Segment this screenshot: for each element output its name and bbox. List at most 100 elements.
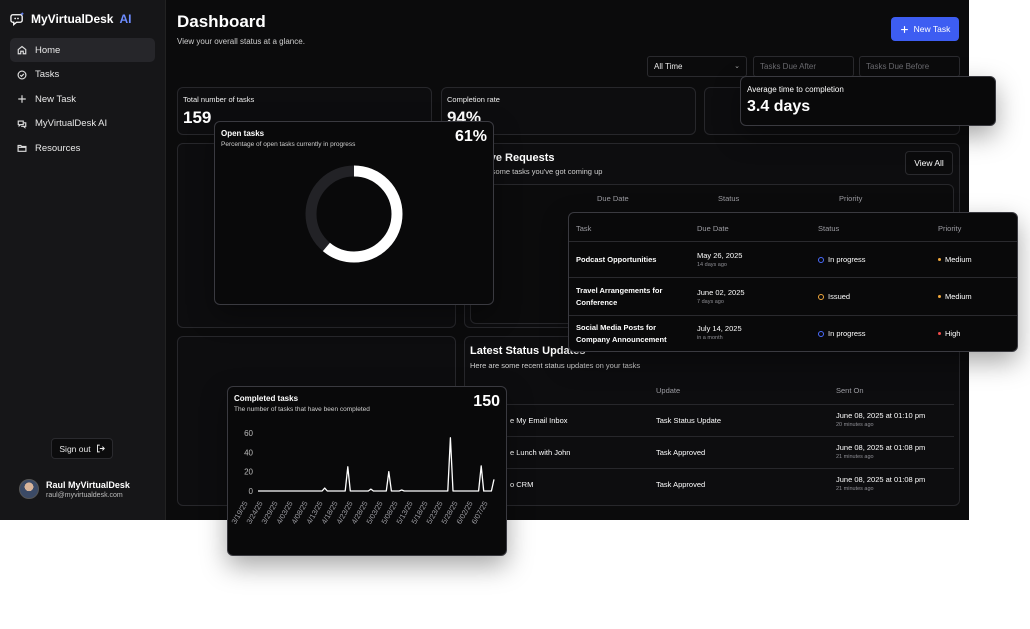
update-sent-date: June 08, 2025 at 01:08 pm	[836, 475, 926, 484]
sidebar-item-label: New Task	[35, 93, 77, 105]
sidebar-item-label: Home	[35, 44, 61, 56]
update-task: e My Email Inbox	[510, 416, 568, 425]
view-all-button[interactable]: View All	[905, 151, 953, 175]
request-due-date: July 14, 2025	[697, 324, 742, 333]
active-requests-table: Task Due Date Status Priority Podcast Op…	[568, 212, 1018, 352]
brand-logo-icon	[10, 11, 25, 26]
priority-label: High	[945, 329, 961, 338]
sidebar-item-ai[interactable]: MyVirtualDesk AI	[10, 112, 155, 136]
active-requests-title: tive Requests	[483, 152, 555, 164]
priority-dot-icon	[938, 294, 941, 298]
user-profile[interactable]: Raul MyVirtualDesk raul@myvirtualdesk.co…	[19, 479, 130, 499]
status-in-progress-icon	[818, 330, 824, 337]
y-tick-label: 40	[244, 448, 253, 457]
request-due-relative: in a month	[697, 335, 723, 341]
col-priority: Priority	[938, 224, 962, 233]
table-row[interactable]: Social Media Posts for Company Announcem…	[569, 315, 1017, 352]
request-due-relative: 14 days ago	[697, 262, 727, 268]
table-row[interactable]: Travel Arrangements for Conference June …	[569, 277, 1017, 315]
table-row[interactable]: o CRM Task Approved June 08, 2025 at 01:…	[470, 468, 954, 500]
request-due: June 02, 2025 7 days ago	[697, 288, 745, 305]
status-in-progress-icon	[818, 256, 824, 263]
brand-suffix: AI	[119, 11, 132, 26]
date-range-select[interactable]: All Time ⌄	[647, 56, 747, 77]
col-task: Task	[576, 224, 592, 233]
request-due: May 26, 2025 14 days ago	[697, 251, 742, 268]
brand-name: MyVirtualDesk	[31, 11, 114, 26]
request-task: Podcast Opportunities	[576, 255, 657, 264]
request-due-date: May 26, 2025	[697, 251, 743, 260]
logout-icon	[96, 444, 105, 453]
avg-time-card: Average time to completion 3.4 days	[740, 76, 996, 126]
signout-label: Sign out	[59, 443, 91, 454]
completed-series-line	[258, 437, 495, 492]
sidebar-item-resources[interactable]: Resources	[10, 136, 155, 160]
sidebar-item-new-task[interactable]: New Task	[10, 87, 155, 111]
avatar	[19, 479, 39, 499]
user-name: Raul MyVirtualDesk	[46, 479, 130, 490]
total-tasks-value: 159	[183, 108, 212, 127]
new-task-button[interactable]: New Task	[891, 17, 959, 41]
table-row[interactable]: e Lunch with John Task Approved June 08,…	[470, 436, 954, 468]
sidebar-item-label: Resources	[35, 142, 81, 154]
plus-icon	[18, 95, 26, 103]
chat-icon	[17, 120, 27, 129]
col-sent-on: Sent On	[836, 386, 864, 395]
sidebar-item-home[interactable]: Home	[10, 38, 155, 62]
col-status: Status	[718, 194, 740, 203]
status-label: In progress	[828, 329, 866, 338]
priority-dot-icon	[938, 257, 941, 261]
completed-tasks-subtitle: The number of tasks that have been compl…	[234, 406, 370, 413]
completion-rate-label: Completion rate	[447, 95, 500, 104]
avg-time-value: 3.4 days	[747, 98, 811, 115]
update-sent-relative: 21 minutes ago	[836, 454, 874, 460]
col-priority: Priority	[839, 194, 863, 203]
due-before-input[interactable]: Tasks Due Before	[859, 56, 960, 77]
due-before-placeholder: Tasks Due Before	[866, 62, 930, 71]
view-all-label: View All	[914, 158, 944, 168]
main-content: Dashboard View your overall status at a …	[166, 0, 969, 520]
folder-icon	[17, 144, 27, 152]
priority-label: Medium	[945, 292, 972, 301]
new-task-label: New Task	[913, 24, 951, 34]
home-icon	[17, 45, 27, 55]
signout-button[interactable]: Sign out	[51, 438, 113, 459]
status-badge: In progress	[818, 329, 866, 338]
completed-tasks-title: Completed tasks	[234, 394, 299, 403]
priority-badge: Medium	[938, 292, 972, 301]
check-circle-icon	[17, 70, 27, 79]
completed-tasks-chart: 02040603/19/253/24/253/29/254/03/254/08/…	[229, 429, 495, 526]
open-tasks-percent: 61%	[454, 128, 487, 145]
request-task: Travel Arrangements for Conference	[576, 286, 663, 307]
donut-progress-arc	[305, 165, 403, 263]
col-due-date: Due Date	[697, 224, 729, 233]
brand[interactable]: MyVirtualDesk AI	[10, 11, 131, 26]
update-sent: June 08, 2025 at 01:08 pm 21 minutes ago	[836, 475, 925, 492]
priority-label: Medium	[945, 255, 972, 264]
request-task: Social Media Posts for Company Announcem…	[576, 323, 667, 344]
chevron-down-icon: ⌄	[734, 63, 740, 70]
col-due-date: Due Date	[597, 194, 629, 203]
update-sent-date: June 08, 2025 at 01:08 pm	[836, 443, 926, 452]
status-updates-subtitle: Here are some recent status updates on y…	[470, 361, 641, 370]
col-update: Update	[656, 386, 681, 395]
status-issued-icon	[818, 293, 824, 300]
open-tasks-donut	[305, 165, 403, 263]
sidebar-item-tasks[interactable]: Tasks	[10, 63, 155, 87]
y-tick-label: 60	[244, 429, 253, 438]
update-type: Task Approved	[656, 448, 706, 457]
request-due: July 14, 2025 in a month	[697, 324, 742, 341]
status-label: Issued	[828, 292, 851, 301]
completed-tasks-card: Completed tasks The number of tasks that…	[227, 386, 507, 556]
active-requests-subtitle: re some tasks you've got coming up	[483, 167, 603, 176]
request-due-relative: 7 days ago	[697, 299, 724, 305]
update-sent: June 08, 2025 at 01:08 pm 21 minutes ago	[836, 443, 925, 460]
due-after-input[interactable]: Tasks Due After	[753, 56, 854, 77]
request-due-date: June 02, 2025	[697, 288, 745, 297]
table-row[interactable]: e My Email Inbox Task Status Update June…	[470, 404, 954, 436]
status-label: In progress	[828, 255, 866, 264]
update-task: e Lunch with John	[510, 448, 571, 457]
table-row[interactable]: Podcast Opportunities May 26, 2025 14 da…	[569, 241, 1017, 277]
update-sent-date: June 08, 2025 at 01:10 pm	[836, 411, 926, 420]
sidebar-nav: Home Tasks New Task MyVirtualDesk AI Res…	[10, 38, 155, 161]
